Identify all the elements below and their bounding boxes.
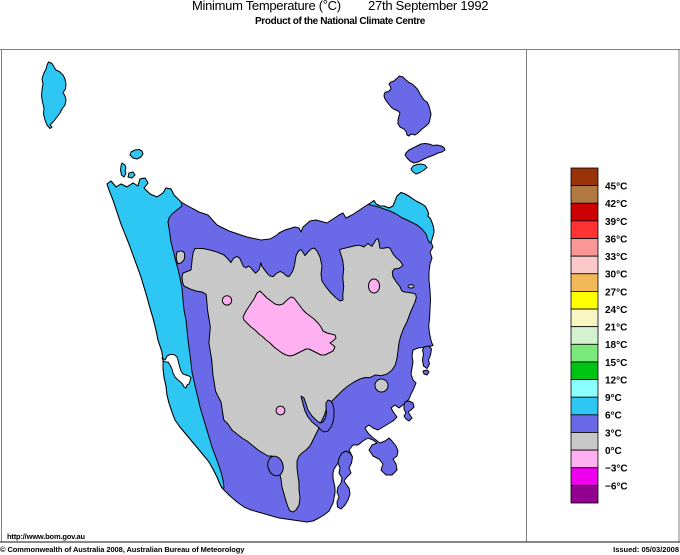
svg-text:42°C: 42°C (605, 199, 627, 210)
svg-text:6°C: 6°C (605, 411, 622, 422)
svg-text:18°C: 18°C (605, 340, 627, 351)
svg-text:3°C: 3°C (605, 428, 622, 439)
svg-text:24°C: 24°C (605, 305, 627, 316)
svg-text:−3°C: −3°C (605, 464, 628, 475)
svg-text:33°C: 33°C (605, 252, 627, 263)
svg-text:21°C: 21°C (605, 323, 627, 334)
svg-text:15°C: 15°C (605, 358, 627, 369)
svg-text:45°C: 45°C (605, 182, 627, 193)
svg-text:0°C: 0°C (605, 446, 622, 457)
svg-text:36°C: 36°C (605, 234, 627, 245)
svg-text:12°C: 12°C (605, 376, 627, 387)
svg-text:30°C: 30°C (605, 270, 627, 281)
svg-text:39°C: 39°C (605, 217, 627, 228)
svg-text:−6°C: −6°C (605, 481, 628, 492)
svg-text:9°C: 9°C (605, 393, 622, 404)
svg-text:27°C: 27°C (605, 287, 627, 298)
